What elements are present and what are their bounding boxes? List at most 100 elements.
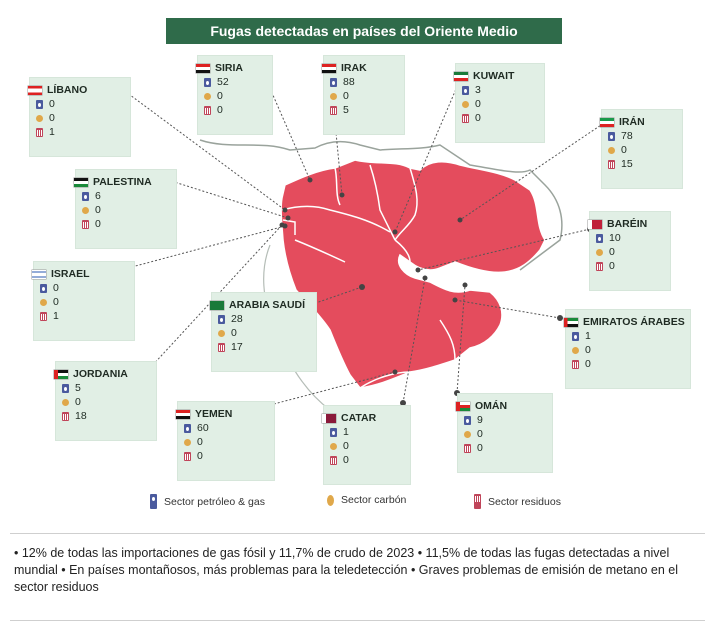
- coal-icon: [204, 93, 211, 100]
- legend-waste: Sector residuos: [474, 494, 561, 509]
- divider-bottom: [10, 620, 705, 621]
- card-palestina: PALESTINA 6 0 0: [74, 170, 176, 248]
- card-jordania: JORDANIA 5 0 18: [54, 362, 156, 440]
- waste-bin-icon: [218, 342, 225, 352]
- card-arabia-saudi: ARABIA SAUDÍ 28 0 17: [210, 293, 316, 371]
- oil-gas-value: 88: [343, 76, 355, 88]
- country-name: KUWAIT: [473, 70, 515, 82]
- coal-icon: [330, 93, 337, 100]
- oil-gas-value: 0: [49, 98, 55, 110]
- oman-flag-icon: [456, 401, 470, 411]
- coal-value: 0: [217, 90, 223, 102]
- country-name: ISRAEL: [51, 268, 90, 280]
- country-name: ARABIA SAUDÍ: [229, 299, 306, 311]
- coal-value: 0: [343, 440, 349, 452]
- bahrain-flag-icon: [588, 219, 602, 229]
- coal-icon: [608, 147, 615, 154]
- country-name: EMIRATOS ÁRABES: [583, 316, 685, 328]
- oil-gas-value: 60: [197, 422, 209, 434]
- oil-gas-value: 9: [477, 414, 483, 426]
- coal-icon: [218, 330, 225, 337]
- oil-gas-icon: [330, 427, 337, 437]
- oil-gas-value: 6: [95, 190, 101, 202]
- card-irak: IRAK 88 0 5: [322, 56, 404, 134]
- country-name: YEMEN: [195, 408, 233, 420]
- coal-value: 0: [53, 296, 59, 308]
- legend-oil-gas: Sector petróleo & gas: [150, 494, 265, 509]
- coal-icon: [36, 115, 43, 122]
- yemen-flag-icon: [176, 409, 190, 419]
- middle-east-region: [280, 159, 546, 389]
- waste-value: 0: [477, 442, 483, 454]
- coal-icon: [184, 439, 191, 446]
- waste-value: 17: [231, 341, 243, 353]
- waste-value: 0: [95, 218, 101, 230]
- kuwait-flag-icon: [454, 71, 468, 81]
- oil-gas-icon: [464, 415, 471, 425]
- legend-coal: Sector carbón: [327, 494, 406, 506]
- uae-flag-icon: [564, 317, 578, 327]
- saudi-flag-icon: [210, 300, 224, 310]
- oil-gas-value: 0: [53, 282, 59, 294]
- oil-gas-icon: [40, 283, 47, 293]
- surrounding-land: [199, 139, 563, 271]
- oil-gas-value: 28: [231, 313, 243, 325]
- coal-value: 0: [609, 246, 615, 258]
- coal-value: 0: [197, 436, 203, 448]
- oil-gas-icon: [330, 77, 337, 87]
- waste-value: 1: [53, 310, 59, 322]
- oil-gas-icon: [596, 233, 603, 243]
- oil-gas-icon: [204, 77, 211, 87]
- waste-value: 0: [609, 260, 615, 272]
- waste-bin-icon: [608, 159, 615, 169]
- legend-label: Sector residuos: [488, 495, 561, 508]
- oil-gas-icon: [82, 191, 89, 201]
- oil-gas-icon: [572, 331, 579, 341]
- legend-label: Sector petróleo & gas: [164, 495, 265, 508]
- waste-value: 0: [475, 112, 481, 124]
- coal-icon: [82, 207, 89, 214]
- card-siria: SIRIA 52 0 0: [196, 56, 272, 134]
- coal-value: 0: [343, 90, 349, 102]
- coal-icon: [327, 495, 334, 506]
- card-kuwait: KUWAIT 3 0 0: [454, 64, 544, 142]
- waste-bin-icon: [464, 443, 471, 453]
- waste-bin-icon: [82, 219, 89, 229]
- country-name: BARÉIN: [607, 218, 648, 230]
- country-name: SIRIA: [215, 62, 244, 74]
- country-borders: [281, 164, 471, 389]
- country-name: JORDANIA: [73, 368, 128, 380]
- qatar-flag-icon: [322, 413, 336, 423]
- oil-gas-icon: [608, 131, 615, 141]
- israel-flag-icon: [32, 269, 46, 279]
- waste-value: 18: [75, 410, 87, 422]
- waste-bin-icon: [474, 494, 481, 509]
- oil-gas-icon: [36, 99, 43, 109]
- card-catar: CATAR 1 0 0: [322, 406, 410, 484]
- jordan-flag-icon: [54, 369, 68, 379]
- oil-gas-icon: [150, 494, 157, 509]
- coal-value: 0: [475, 98, 481, 110]
- card-oman: OMÁN 9 0 0: [456, 394, 552, 472]
- coal-value: 0: [585, 344, 591, 356]
- coal-icon: [40, 299, 47, 306]
- coal-icon: [330, 443, 337, 450]
- oil-gas-value: 3: [475, 84, 481, 96]
- card-libano: LÍBANO 0 0 1: [28, 78, 130, 156]
- syria-flag-icon: [196, 63, 210, 73]
- waste-bin-icon: [184, 451, 191, 461]
- waste-value: 0: [585, 358, 591, 370]
- divider-top: [10, 533, 705, 534]
- waste-bin-icon: [36, 127, 43, 137]
- coal-value: 0: [477, 428, 483, 440]
- waste-bin-icon: [572, 359, 579, 369]
- oil-gas-icon: [218, 314, 225, 324]
- waste-bin-icon: [462, 113, 469, 123]
- oil-gas-value: 52: [217, 76, 229, 88]
- country-name: OMÁN: [475, 400, 508, 412]
- card-barein: BARÉIN 10 0 0: [588, 212, 670, 290]
- oil-gas-icon: [462, 85, 469, 95]
- legend-label: Sector carbón: [341, 494, 407, 506]
- coal-value: 0: [95, 204, 101, 216]
